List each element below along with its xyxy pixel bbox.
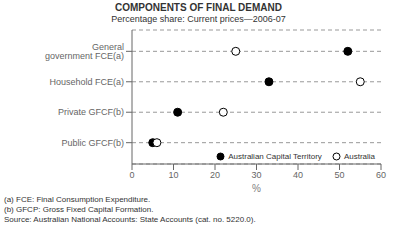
svg-text:20: 20 (210, 170, 220, 180)
svg-text:Generalgovernment FCE(a): Generalgovernment FCE(a) (45, 42, 124, 61)
svg-text:0: 0 (129, 170, 134, 180)
html-text:Source: Australian National Ac: Source: Australian National Accounts: St… (4, 215, 256, 224)
html-text:Australia: Australia (343, 152, 375, 161)
svg-text:30: 30 (251, 170, 261, 180)
svg-text:%: % (252, 183, 261, 194)
svg-text:60: 60 (376, 170, 386, 180)
svg-text:40: 40 (293, 170, 303, 180)
svg-text:10: 10 (168, 170, 178, 180)
html-text:Australian Capital Territory: Australian Capital Territory (228, 152, 322, 161)
html-text:(a) FCE: Final Consumption Exp: (a) FCE: Final Consumption Expenditure. (4, 195, 151, 204)
svg-text:Household FCE(a): Household FCE(a) (49, 77, 124, 87)
html-text:(b) GFCP: Gross Fixed Capital: (b) GFCP: Gross Fixed Capital Formation. (4, 205, 154, 214)
svg-text:50: 50 (334, 170, 344, 180)
html-text:COMPONENTS OF FINAL DEMAND: COMPONENTS OF FINAL DEMAND (115, 2, 282, 13)
svg-text:Public GFCF(b): Public GFCF(b) (61, 138, 124, 148)
svg-text:Private GFCF(b): Private GFCF(b) (58, 107, 124, 117)
html-text:Percentage share: Current pric: Percentage share: Current prices—2006-07 (111, 14, 286, 24)
